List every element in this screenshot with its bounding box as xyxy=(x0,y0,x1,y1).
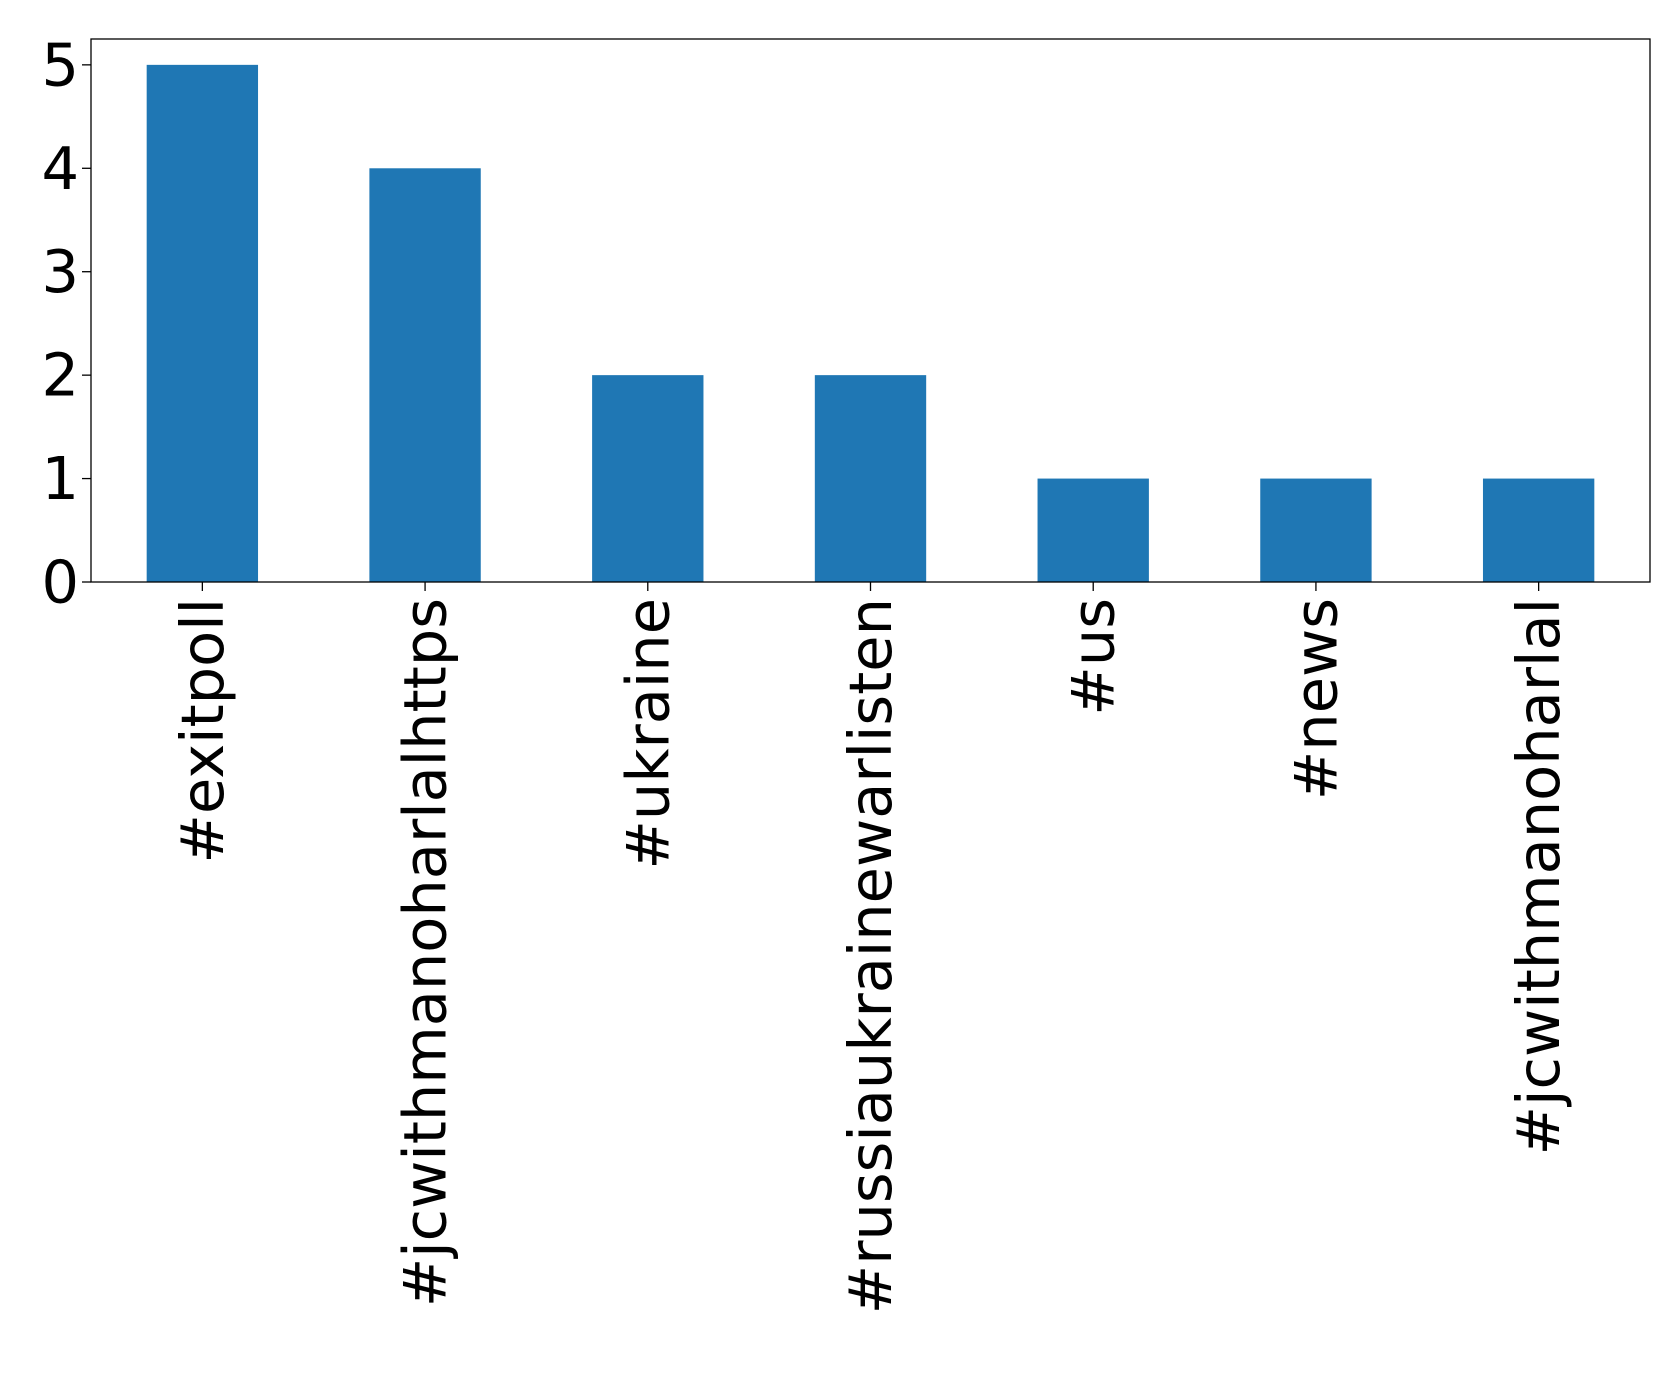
x-axis: #exitpoll #jcwithmanoharlalhttps #ukraine #… xyxy=(168,582,1573,1314)
bar xyxy=(146,64,259,583)
x-tick-label: #ukraine xyxy=(613,598,682,870)
x-tick-label: #jcwithmanoharlal xyxy=(1504,598,1573,1155)
plot-frame xyxy=(90,38,1651,583)
x-tick-label: #exitpoll xyxy=(168,598,237,863)
bar xyxy=(814,375,927,582)
y-tick-label: 3 xyxy=(41,237,79,306)
x-tick-label: #news xyxy=(1281,598,1350,800)
bar xyxy=(1482,478,1595,582)
y-tick-label: 0 xyxy=(41,548,79,617)
x-tick-label: #jcwithmanoharlalhttps xyxy=(391,598,460,1307)
bar xyxy=(369,168,481,583)
bar xyxy=(1260,478,1372,582)
x-tick-label: #russiaukrainewarlisten xyxy=(836,598,905,1314)
bars-group xyxy=(146,64,1595,583)
y-tick-label: 2 xyxy=(41,341,79,410)
bar xyxy=(1037,478,1149,582)
y-tick-label: 5 xyxy=(41,30,79,99)
y-tick-label: 1 xyxy=(41,444,79,513)
bar xyxy=(592,375,704,582)
x-tick-label: #us xyxy=(1059,598,1128,716)
y-tick-label: 4 xyxy=(41,134,79,203)
y-axis: 0 1 2 3 4 5 xyxy=(41,30,91,617)
